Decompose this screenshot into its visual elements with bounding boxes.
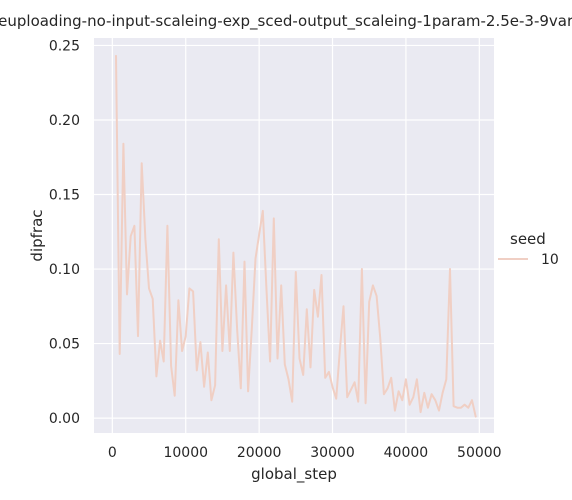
y-tick-label: 0.05 [49, 337, 80, 353]
x-tick-label: 40000 [384, 445, 429, 461]
y-tick-label: 0.00 [49, 411, 80, 427]
x-tick-label: 20000 [237, 445, 282, 461]
legend: seed 10 [498, 230, 559, 268]
x-tick-label: 30000 [310, 445, 355, 461]
chart-title: euploading-no-input-scaleing-exp_sced-ou… [0, 12, 572, 31]
y-axis-label: dipfrac [28, 209, 46, 261]
legend-title: seed [510, 230, 546, 248]
plot-background [94, 38, 494, 433]
x-tick-label: 0 [108, 445, 117, 461]
grid [94, 38, 494, 433]
y-tick-label: 0.25 [49, 38, 80, 54]
y-axis-ticks: 0.00 0.05 0.10 0.15 0.20 0.25 [49, 38, 80, 427]
x-axis-label: global_step [251, 465, 337, 484]
y-tick-label: 0.20 [49, 113, 80, 129]
x-axis-ticks: 0 10000 20000 30000 40000 50000 [108, 445, 502, 461]
x-tick-label: 10000 [163, 445, 208, 461]
x-tick-label: 50000 [457, 445, 502, 461]
legend-entry-label: 10 [541, 252, 559, 268]
y-tick-label: 0.15 [49, 188, 80, 204]
series-layer [115, 54, 477, 418]
series-line-10 [115, 54, 477, 418]
y-tick-label: 0.10 [49, 262, 80, 278]
